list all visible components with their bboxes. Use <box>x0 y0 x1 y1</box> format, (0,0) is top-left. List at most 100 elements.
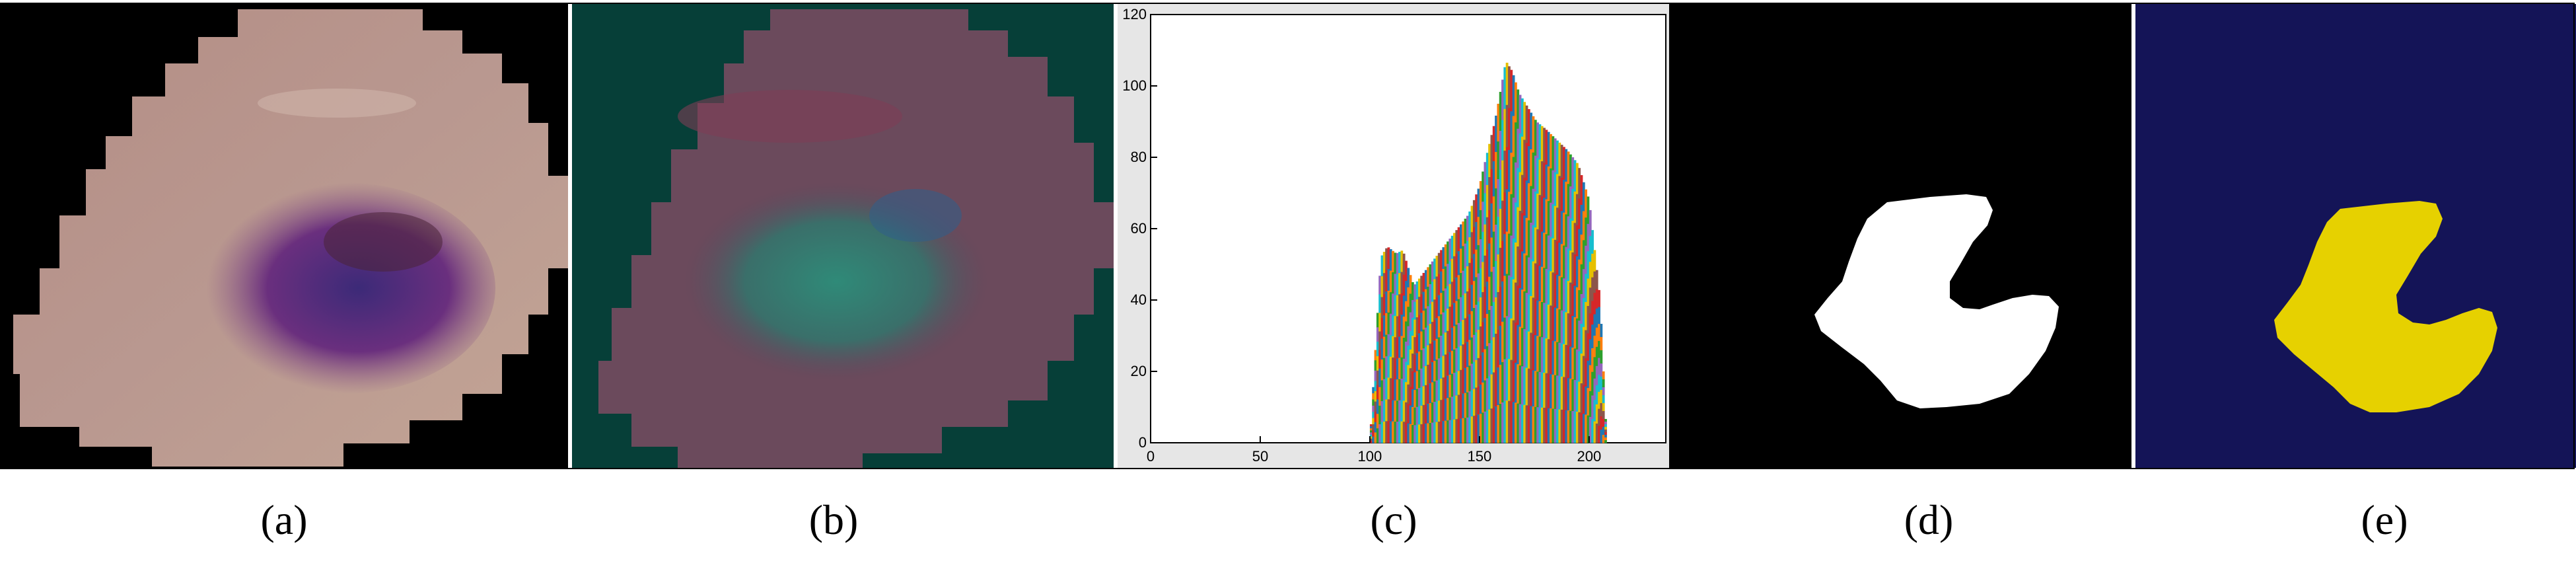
histogram-bar <box>1398 273 1401 295</box>
histogram-bar <box>1525 367 1528 406</box>
caption-a: (a) <box>260 496 308 543</box>
histogram-bar <box>1422 272 1425 293</box>
histogram-bar <box>1422 367 1425 387</box>
histogram-bar <box>1437 337 1441 359</box>
histogram-bar <box>1466 392 1469 418</box>
histogram-bar <box>1602 411 1605 420</box>
histogram-bar <box>1468 417 1472 443</box>
mask-image-d <box>1669 4 2131 468</box>
histogram-bar <box>1558 142 1561 176</box>
histogram-bar <box>1602 419 1605 428</box>
histogram-bar <box>1488 177 1491 211</box>
histogram-bar <box>1387 312 1390 335</box>
histogram-bar <box>1392 250 1394 273</box>
histogram-bar <box>1417 352 1421 371</box>
histogram-bar <box>1433 279 1436 300</box>
histogram-bar <box>1485 314 1489 347</box>
histogram-bar <box>1450 282 1454 305</box>
histogram-bar <box>1536 194 1539 230</box>
histogram-bar <box>1440 400 1443 422</box>
histogram-bar <box>1437 379 1441 401</box>
histogram-bar <box>1563 377 1565 410</box>
histogram-bar <box>1556 274 1559 309</box>
x-axis-ticks: 0 50 100 150 200 <box>1147 436 1601 465</box>
histogram-bar <box>1563 311 1565 345</box>
histogram-bar <box>1449 307 1452 330</box>
histogram-bar <box>1376 370 1379 386</box>
histogram-bar <box>1567 346 1570 379</box>
histogram-bar <box>1488 409 1491 443</box>
histogram-bar <box>1442 421 1445 443</box>
histogram-bar <box>1540 407 1544 443</box>
histogram-bar <box>1479 297 1482 327</box>
histogram-bar <box>1519 172 1522 211</box>
histogram-bar <box>1453 419 1456 443</box>
histogram-bar <box>1409 424 1412 443</box>
histogram-bar <box>1538 371 1542 408</box>
histogram-bar <box>1455 371 1458 396</box>
histogram-bar <box>1427 325 1430 346</box>
histogram-bar <box>1585 189 1588 218</box>
histogram-bar <box>1392 315 1394 337</box>
histogram-bar <box>1565 344 1568 378</box>
histogram-bar <box>1587 360 1590 389</box>
histogram-bar <box>1585 302 1588 331</box>
histogram-bar <box>1543 303 1546 338</box>
histogram-bar <box>1545 408 1548 443</box>
histogram-bar <box>1556 241 1559 276</box>
histogram-bar <box>1591 395 1594 420</box>
histogram-bar <box>1387 269 1390 291</box>
histogram-bar <box>1378 387 1382 406</box>
histogram-bar <box>1501 321 1504 363</box>
histogram-bar <box>1585 386 1588 415</box>
histogram-bar <box>1444 244 1447 267</box>
histogram-bar <box>1389 356 1392 379</box>
histogram-bar <box>1490 203 1493 238</box>
histogram-bar <box>1462 393 1465 419</box>
histogram-bar <box>1582 269 1585 299</box>
histogram-bar <box>1569 410 1572 443</box>
histogram-bar <box>1392 400 1394 422</box>
histogram-bar <box>1536 122 1539 159</box>
histogram-bar <box>1482 382 1485 413</box>
histogram-bar <box>1485 249 1489 282</box>
histogram-bar <box>1396 295 1399 317</box>
histogram-bar <box>1575 256 1579 288</box>
histogram-bar <box>1503 192 1507 235</box>
histogram-bar <box>1449 420 1452 443</box>
histogram-bar <box>1521 251 1524 290</box>
histogram-bar <box>1440 293 1443 315</box>
histogram-bar <box>1394 316 1397 338</box>
histogram-bar <box>1585 245 1588 274</box>
histogram-bar <box>1505 274 1509 317</box>
histogram-bar <box>1538 266 1542 302</box>
histogram-bar <box>1435 256 1439 277</box>
histogram-bar <box>1460 394 1462 419</box>
histogram-bar <box>1585 330 1588 359</box>
x-tick-label: 150 <box>1468 448 1492 465</box>
histogram-bar <box>1587 388 1590 416</box>
histogram-bar <box>1536 300 1539 336</box>
histogram-bar <box>1547 270 1550 305</box>
histogram-bar <box>1536 407 1539 443</box>
histogram-bar <box>1523 139 1526 178</box>
histogram-bar <box>1402 274 1406 296</box>
histogram-bar <box>1484 255 1487 287</box>
histogram-bar <box>1540 126 1544 162</box>
histogram-bar <box>1534 120 1537 157</box>
histogram-bar <box>1462 295 1465 321</box>
histogram-bar <box>1447 286 1449 309</box>
histogram-bar <box>1385 248 1388 270</box>
histogram-bar <box>1466 215 1469 242</box>
histogram-bar <box>1431 261 1434 282</box>
histogram-bar <box>1457 275 1460 300</box>
histogram-bar <box>1503 359 1507 402</box>
histogram-bar <box>1512 402 1515 443</box>
histogram-bar <box>1447 241 1449 264</box>
histogram-bar <box>1442 312 1445 335</box>
histogram-bar <box>1450 328 1454 352</box>
histogram-bar <box>1420 368 1423 388</box>
histogram-bar <box>1462 246 1465 272</box>
histogram-bar <box>1405 342 1408 363</box>
histogram-bar <box>1433 381 1436 402</box>
